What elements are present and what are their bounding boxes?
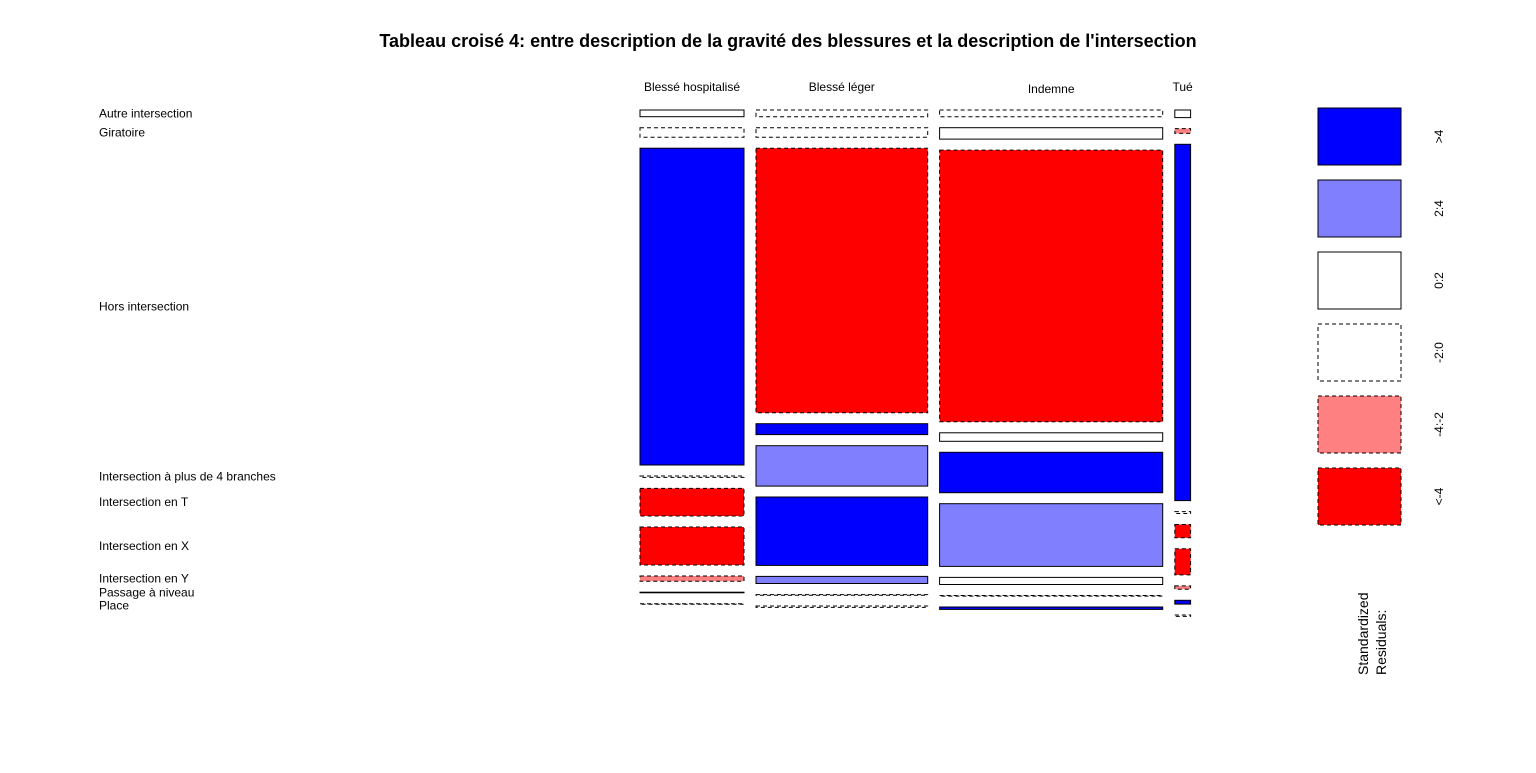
row-label-passage-a-niveau: Passage à niveau bbox=[99, 585, 194, 599]
tile-blesse-leger-giratoire bbox=[755, 127, 929, 138]
legend-swatch-3 bbox=[1317, 251, 1402, 310]
tile-blesse-leger-autre-intersection bbox=[755, 109, 929, 118]
legend-swatch-1 bbox=[1317, 107, 1402, 166]
tile-blesse-hospitalise-intersection-a-plus-de-4-branches bbox=[639, 475, 745, 478]
tile-tue-intersection-en-t bbox=[1174, 524, 1192, 539]
row-label-intersection-en-t: Intersection en T bbox=[99, 495, 189, 509]
tile-indemne-intersection-a-plus-de-4-branches bbox=[939, 432, 1164, 442]
tile-tue-passage-a-niveau bbox=[1174, 599, 1192, 605]
row-label-giratoire: Giratoire bbox=[99, 125, 145, 139]
tile-tue-intersection-en-y bbox=[1174, 585, 1192, 590]
tile-tue-place bbox=[1174, 614, 1192, 617]
row-label-intersection-en-y: Intersection en Y bbox=[99, 572, 189, 586]
legend-title-line-1: Standardized bbox=[1355, 592, 1371, 675]
row-label-intersection-en-x: Intersection en X bbox=[99, 539, 189, 553]
column-label-tue: Tué bbox=[1173, 80, 1194, 94]
tile-tue-intersection-a-plus-de-4-branches bbox=[1174, 511, 1192, 515]
legend-boxes: >4 2:4 0:2 -2:0 -4:-2 <-4 bbox=[1317, 107, 1446, 526]
legend-label-3: 0:2 bbox=[1432, 272, 1446, 289]
tile-tue-hors-intersection bbox=[1174, 143, 1192, 502]
tile-blesse-hospitalise-autre-intersection bbox=[639, 109, 745, 118]
tile-indemne-place bbox=[939, 606, 1164, 610]
column-labels: Blessé hospitalisé Blessé léger Indemne Tué bbox=[644, 80, 1193, 96]
legend-swatch-2 bbox=[1317, 179, 1402, 238]
tile-indemne-intersection-en-y bbox=[939, 576, 1164, 586]
mosaic-tiles bbox=[639, 109, 1192, 617]
legend-title: Standardized Residuals: bbox=[1355, 589, 1389, 675]
tile-indemne-intersection-en-t bbox=[939, 451, 1164, 494]
legend-label-6: <-4 bbox=[1432, 487, 1446, 505]
tile-blesse-hospitalise-hors-intersection bbox=[639, 147, 745, 466]
legend-label-5: -4:-2 bbox=[1432, 412, 1446, 437]
row-label-intersection-a-plus-de-4-branches: Intersection à plus de 4 branches bbox=[99, 470, 276, 484]
tile-blesse-leger-intersection-en-x bbox=[755, 496, 929, 566]
tile-tue-giratoire bbox=[1174, 128, 1192, 134]
tile-indemne-hors-intersection bbox=[939, 149, 1164, 423]
column-label-indemne: Indemne bbox=[1028, 82, 1075, 96]
tile-blesse-hospitalise-place bbox=[639, 603, 745, 605]
tile-blesse-leger-intersection-a-plus-de-4-branches bbox=[755, 423, 929, 436]
tile-blesse-hospitalise-intersection-en-x bbox=[639, 526, 745, 566]
tile-blesse-hospitalise-intersection-en-t bbox=[639, 487, 745, 517]
tile-indemne-autre-intersection bbox=[939, 109, 1164, 118]
column-label-blesse-hospitalise: Blessé hospitalisé bbox=[644, 80, 740, 94]
tile-blesse-hospitalise-giratoire bbox=[639, 127, 745, 138]
tile-indemne-giratoire bbox=[939, 127, 1164, 140]
legend-swatch-6 bbox=[1317, 467, 1402, 526]
legend: >4 2:4 0:2 -2:0 -4:-2 <-4 Standardized Residu… bbox=[1317, 107, 1446, 675]
row-label-hors-intersection: Hors intersection bbox=[99, 300, 189, 314]
legend-label-2: 2:4 bbox=[1432, 200, 1446, 217]
legend-swatch-4 bbox=[1317, 323, 1402, 382]
tile-indemne-passage-a-niveau bbox=[939, 595, 1164, 597]
chart-title: Tableau croisé 4: entre description de l… bbox=[379, 31, 1196, 51]
tile-blesse-leger-passage-a-niveau bbox=[755, 594, 929, 596]
legend-title-line-2: Residuals: bbox=[1373, 610, 1389, 675]
tile-blesse-hospitalise-passage-a-niveau bbox=[639, 591, 745, 594]
tile-tue-autre-intersection bbox=[1174, 109, 1192, 119]
tile-tue-intersection-en-x bbox=[1174, 548, 1192, 576]
tile-blesse-leger-place bbox=[755, 605, 929, 608]
legend-swatch-5 bbox=[1317, 395, 1402, 454]
tile-blesse-leger-intersection-en-t bbox=[755, 445, 929, 487]
tile-indemne-intersection-en-x bbox=[939, 503, 1164, 567]
tile-blesse-leger-hors-intersection bbox=[755, 147, 929, 414]
row-label-autre-intersection: Autre intersection bbox=[99, 106, 192, 120]
legend-label-1: >4 bbox=[1432, 129, 1446, 143]
row-labels: Autre intersection Giratoire Hors intersec… bbox=[99, 106, 276, 612]
tile-blesse-leger-intersection-en-y bbox=[755, 575, 929, 585]
tile-blesse-hospitalise-intersection-en-y bbox=[639, 575, 745, 582]
column-label-blesse-leger: Blessé léger bbox=[809, 80, 875, 94]
row-label-place: Place bbox=[99, 598, 129, 612]
legend-label-4: -2:0 bbox=[1432, 342, 1446, 363]
